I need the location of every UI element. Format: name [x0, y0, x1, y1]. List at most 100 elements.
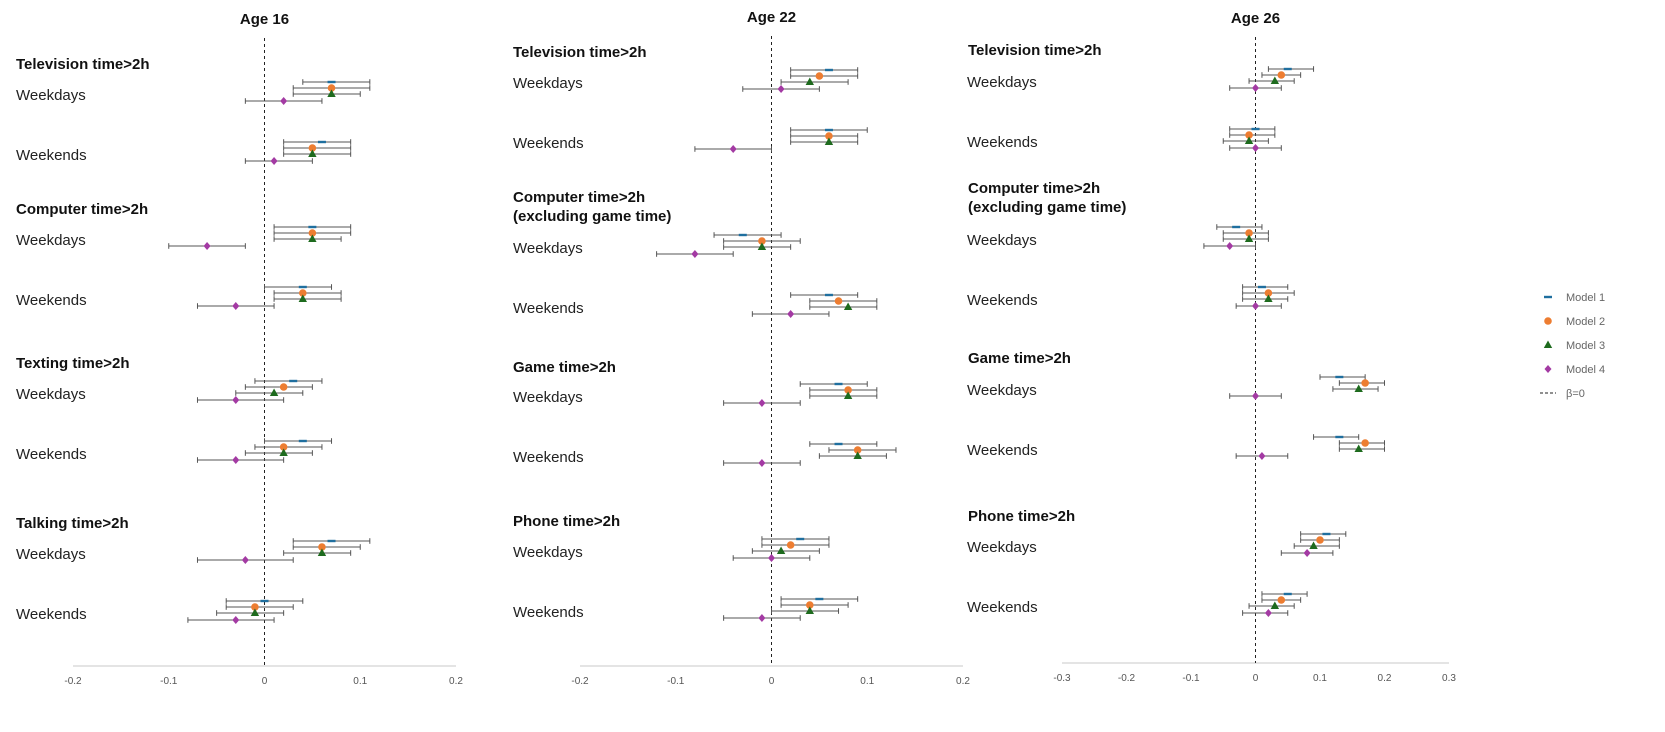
point-estimate-model-3: [805, 77, 814, 85]
point-estimate-model-1: [327, 80, 336, 84]
point-estimate-model-2: [251, 603, 259, 611]
x-tick-label: 0.1: [353, 676, 367, 687]
row-label: Weekdays: [513, 75, 583, 92]
x-tick-label: -0.1: [1182, 673, 1200, 684]
x-tick-label: -0.3: [1053, 673, 1071, 684]
point-estimate-model-1: [796, 537, 805, 541]
point-estimate-model-3: [1244, 234, 1254, 242]
point-estimate-model-2: [327, 84, 336, 92]
point-estimate-model-2: [1277, 596, 1286, 604]
legend-label: Model 2: [1566, 316, 1605, 328]
point-estimate-model-3: [308, 234, 317, 242]
legend-label: β=0: [1566, 388, 1585, 400]
section-label: Phone time>2h: [968, 508, 1075, 525]
row-label: Weekends: [513, 604, 584, 621]
point-estimate-model-3: [250, 608, 260, 616]
point-estimate-model-3: [1354, 384, 1363, 392]
section-label: Computer time>2h (excluding game time): [513, 189, 671, 225]
x-tick-label: -0.2: [64, 676, 82, 687]
point-estimate-model-4: [758, 459, 766, 467]
section-label: Texting time>2h: [16, 355, 130, 372]
section-label: Game time>2h: [513, 359, 616, 376]
section-label: Computer time>2h: [16, 201, 148, 218]
point-estimate-model-1: [1335, 375, 1344, 379]
point-estimate-model-2: [853, 446, 862, 454]
point-estimate-model-2: [318, 543, 326, 551]
section-label: Television time>2h: [16, 56, 150, 73]
row-label: Weekdays: [16, 546, 86, 563]
point-estimate-model-1: [1251, 127, 1260, 131]
point-estimate-model-1: [824, 293, 833, 297]
point-estimate-model-3: [317, 548, 327, 556]
point-estimate-model-4: [232, 302, 240, 310]
point-estimate-model-1: [289, 379, 298, 383]
point-estimate-model-2: [1245, 229, 1253, 237]
point-estimate-model-3: [269, 388, 279, 396]
legend-marker: [1544, 317, 1552, 325]
point-estimate-model-1: [298, 439, 307, 443]
point-estimate-model-4: [1252, 144, 1259, 152]
row-label: Weekends: [967, 134, 1038, 151]
point-estimate-model-1: [738, 233, 747, 237]
row-label: Weekends: [513, 449, 584, 466]
x-tick-label: -0.2: [1118, 673, 1136, 684]
point-estimate-model-3: [843, 391, 853, 399]
point-estimate-model-3: [843, 302, 853, 310]
point-estimate-model-2: [834, 297, 843, 305]
point-estimate-model-3: [298, 294, 307, 302]
row-label: Weekdays: [16, 87, 86, 104]
point-estimate-model-4: [1264, 609, 1272, 617]
section-label: Game time>2h: [968, 350, 1071, 367]
section-label: Talking time>2h: [16, 515, 129, 532]
legend: Model 1 Model 2 Model 3 Model 4 β=0: [1540, 292, 1605, 400]
point-estimate-model-4: [758, 399, 766, 407]
point-estimate-model-4: [270, 157, 278, 165]
legend-marker: [1543, 340, 1553, 348]
x-tick-label: 0: [262, 676, 268, 687]
point-estimate-model-2: [1316, 536, 1324, 544]
x-tick-label: -0.2: [571, 676, 589, 687]
point-estimate-model-3: [824, 137, 834, 145]
row-label: Weekdays: [513, 389, 583, 406]
point-estimate-model-3: [327, 89, 336, 97]
legend-marker: [1544, 295, 1552, 299]
point-estimate-model-1: [834, 382, 843, 386]
point-estimate-model-3: [308, 149, 317, 157]
legend-label: Model 4: [1566, 364, 1605, 376]
point-estimate-model-4: [777, 85, 785, 93]
point-estimate-model-4: [758, 614, 766, 622]
point-estimate-model-3: [1264, 294, 1273, 302]
point-estimate-model-4: [1252, 392, 1259, 400]
point-estimate-model-1: [1232, 225, 1241, 229]
point-estimate-model-2: [815, 72, 824, 80]
point-estimate-model-3: [1270, 76, 1280, 84]
legend-label: Model 3: [1566, 340, 1605, 352]
point-estimate-model-4: [729, 145, 737, 153]
point-estimate-model-3: [853, 451, 862, 459]
x-tick-label: 0: [1253, 673, 1259, 684]
point-estimate-model-4: [691, 250, 699, 258]
row-label: Weekdays: [967, 232, 1037, 249]
point-estimate-model-4: [1252, 84, 1259, 92]
point-estimate-model-4: [1226, 242, 1234, 250]
x-tick-label: 0.3: [1442, 673, 1456, 684]
chart-panel: Age 22 -0.2 -0.1 0 0.1 0.2 Television time>2h W…: [513, 9, 970, 687]
row-label: Weekends: [967, 292, 1038, 309]
row-label: Weekdays: [16, 232, 86, 249]
point-estimate-model-3: [279, 448, 288, 456]
point-estimate-model-3: [805, 606, 814, 614]
point-estimate-model-1: [327, 539, 336, 543]
row-label: Weekends: [16, 446, 87, 463]
chart-panel: Age 16 -0.2 -0.1 0 0.1 0.2 Television time>2h W…: [16, 11, 463, 687]
point-estimate-model-2: [758, 237, 766, 245]
point-estimate-model-3: [1354, 444, 1363, 452]
point-estimate-model-2: [279, 443, 288, 451]
point-estimate-model-2: [825, 132, 833, 140]
point-estimate-model-4: [232, 616, 240, 624]
x-tick-label: -0.1: [667, 676, 685, 687]
point-estimate-model-4: [203, 242, 211, 250]
point-estimate-model-1: [1283, 67, 1292, 71]
row-label: Weekends: [16, 147, 87, 164]
point-estimate-model-2: [1277, 71, 1286, 79]
point-estimate-model-1: [298, 285, 307, 289]
